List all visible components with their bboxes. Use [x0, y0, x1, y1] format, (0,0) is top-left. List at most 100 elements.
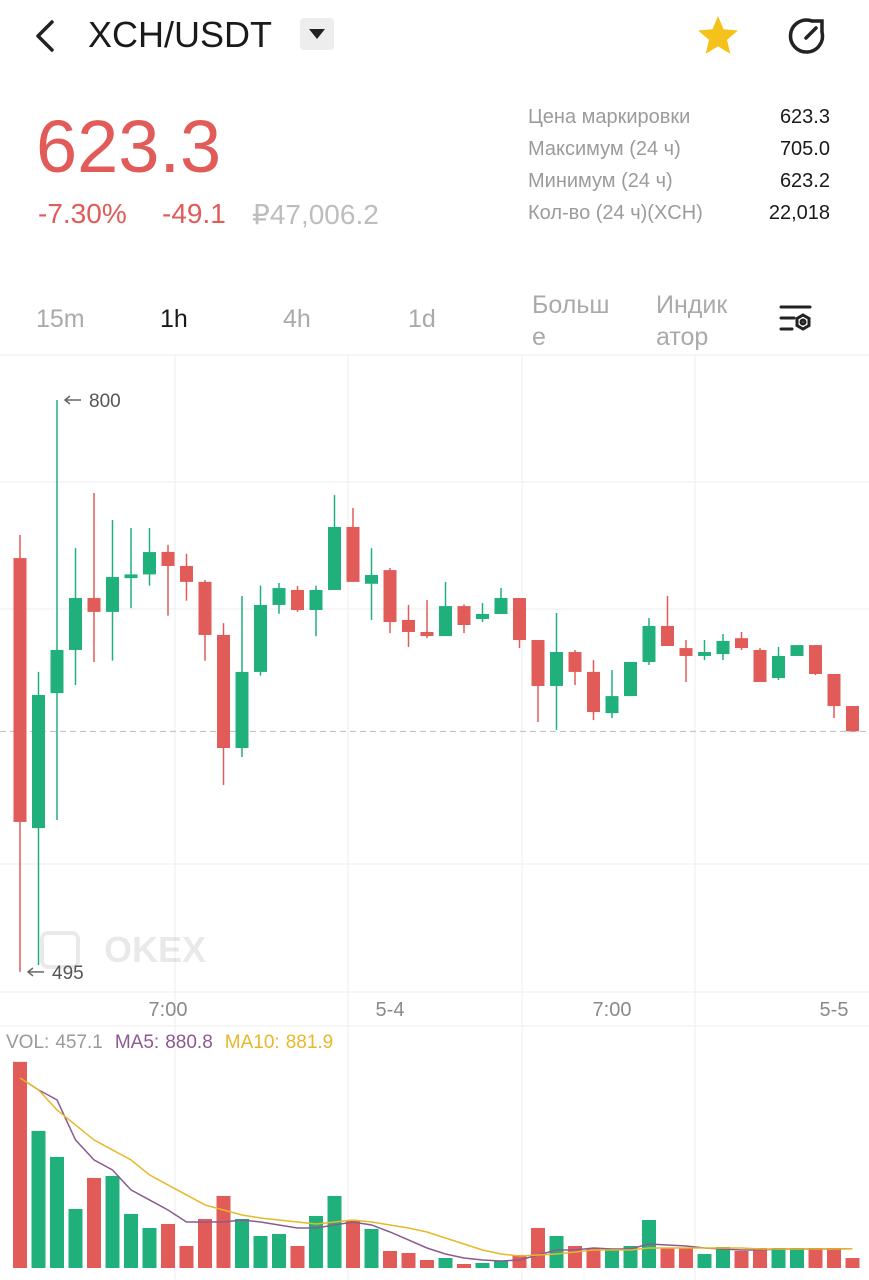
volume-bar [771, 1247, 786, 1268]
volume-bar [253, 1235, 268, 1268]
candle-body [272, 588, 286, 605]
volume-bar [660, 1247, 675, 1268]
candle-body [550, 652, 563, 686]
pair-title[interactable]: XCH/USDT [88, 14, 273, 55]
volume-bar [124, 1213, 138, 1268]
volume-bar [531, 1227, 545, 1268]
candle-body [494, 598, 508, 614]
fiat-price: ₽47,006.2 [252, 199, 379, 230]
candle-body [531, 640, 545, 686]
stat-value: 22,018 [768, 202, 830, 224]
candle-body [180, 565, 193, 582]
candle-body [69, 598, 82, 650]
indicator-tab[interactable]: Индикатор [656, 291, 728, 351]
candle-body [568, 652, 582, 672]
candle-body [587, 671, 600, 713]
candle-body [143, 552, 156, 575]
candle-body [790, 645, 804, 656]
volume-bar [790, 1247, 804, 1268]
candle-body [87, 598, 101, 612]
volume-bar [808, 1247, 823, 1268]
volume-bar [142, 1227, 157, 1268]
volume-bar [605, 1249, 619, 1268]
candle-body [439, 606, 452, 637]
legend-value: 880.8 [165, 1032, 213, 1053]
icon-gear-center [799, 318, 807, 326]
dropdown-arrow [309, 29, 325, 39]
stat-label: Цена маркировки [528, 106, 691, 128]
interval-tab-active[interactable]: 1h [160, 305, 188, 333]
favorite-star[interactable] [698, 16, 738, 54]
volume-bar [179, 1245, 194, 1268]
volume-bar [512, 1254, 527, 1268]
candle-body [50, 649, 64, 694]
legend-name: VOL: [6, 1032, 49, 1053]
candle-body [772, 655, 785, 679]
interval-tab[interactable]: 1d [408, 305, 436, 333]
volume-bar [716, 1246, 730, 1268]
volume-bar [457, 1263, 471, 1268]
candle-body [679, 648, 693, 656]
candle-body [365, 574, 378, 584]
stat-value: 623.3 [779, 106, 830, 128]
more-tab[interactable]: Больше [532, 291, 610, 351]
candle-body [254, 604, 267, 672]
last-price: 623.3 [36, 105, 222, 188]
volume-bar [290, 1245, 305, 1268]
candle-body [735, 638, 748, 649]
volume-bar [309, 1215, 323, 1268]
candle-body [13, 558, 27, 822]
grid [0, 354, 869, 1280]
candle-body [383, 570, 397, 623]
volume-legend: VOL: 457.1 MA5: 880.8 MA10: 881.9 [6, 1032, 333, 1053]
candle-body [716, 640, 730, 655]
stat-value: 623.2 [779, 170, 830, 192]
candle-body [235, 671, 249, 749]
candle-body [217, 634, 230, 749]
volume-bar [31, 1130, 46, 1268]
x-tick-label: 7:00 [149, 999, 188, 1021]
volume-bar [845, 1258, 860, 1268]
change-percent: -7.30% [38, 198, 127, 229]
interval-tab[interactable]: 15m [36, 305, 85, 333]
volume-bar [327, 1195, 342, 1268]
volume-bar [68, 1208, 83, 1268]
watermark: OKEX [40, 929, 206, 970]
share-button[interactable] [788, 18, 825, 54]
ma-line [19, 1077, 853, 1257]
candle-body [457, 606, 471, 626]
settings-icon[interactable] [778, 300, 818, 340]
candle-body [827, 673, 841, 707]
candle-body [661, 625, 674, 647]
candle-body [124, 574, 138, 579]
back-button[interactable] [36, 20, 54, 52]
stat-label: Максимум (24 ч) [528, 138, 681, 160]
candle-body [420, 631, 434, 637]
legend-value: 457.1 [55, 1032, 103, 1053]
volume-bar [827, 1247, 841, 1268]
volume-bar [697, 1253, 712, 1268]
volume-bar [105, 1175, 120, 1268]
candle-body [402, 619, 415, 632]
volume-bar [235, 1218, 249, 1268]
volume-bar [161, 1223, 175, 1268]
share-line [804, 26, 818, 40]
volume-bar [549, 1235, 564, 1268]
candle-body [309, 589, 323, 611]
candle-body [328, 526, 341, 590]
volume-bar [438, 1257, 453, 1268]
legend-name: MA5: [115, 1032, 159, 1053]
volume-bar [364, 1228, 379, 1268]
top-bar [36, 16, 825, 54]
stat-label: Минимум (24 ч) [528, 170, 673, 192]
candle-body [513, 598, 526, 641]
interval-tab[interactable]: 4h [283, 305, 311, 333]
candle-body [624, 661, 637, 697]
volume-bar [475, 1262, 490, 1268]
candle-body [605, 696, 619, 714]
volume-bar [586, 1247, 601, 1268]
